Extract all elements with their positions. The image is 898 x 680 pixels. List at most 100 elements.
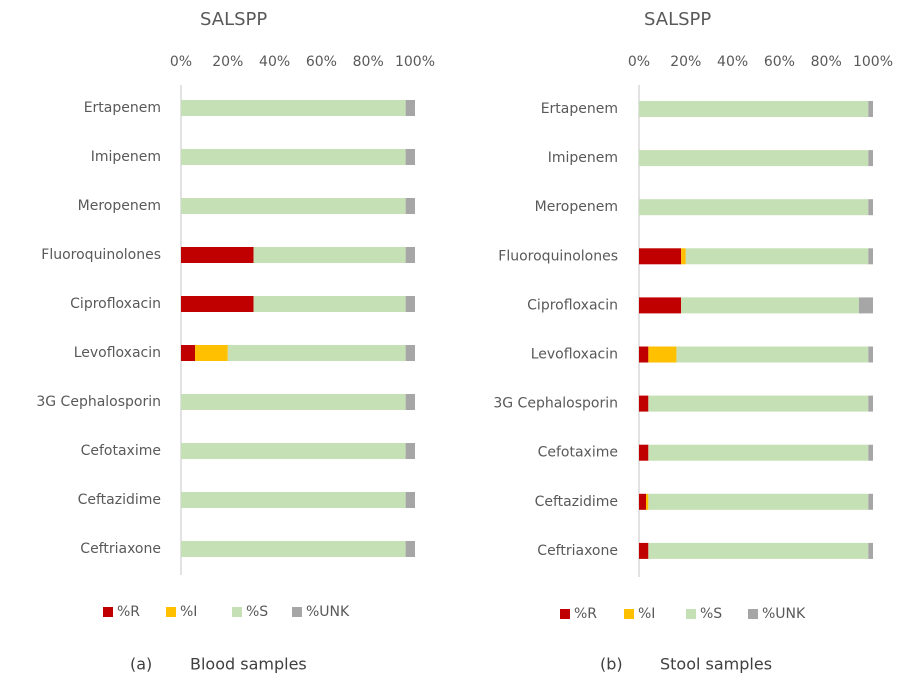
x-tick-label: 40% <box>717 54 748 70</box>
legend-label: %S <box>700 606 722 622</box>
category-label: Meropenem <box>78 198 161 214</box>
x-tick-label: 0% <box>170 54 192 70</box>
category-label: Fluoroquinolones <box>498 248 618 264</box>
bar-segment <box>868 199 873 216</box>
legend-label: %R <box>574 606 597 622</box>
bar-segment <box>181 443 406 459</box>
category-label: Cefotaxime <box>538 445 618 461</box>
bar-segment <box>639 199 869 216</box>
category-label: Ceftriaxone <box>80 541 161 557</box>
category-label: Imipenem <box>548 150 618 166</box>
category-label: Ceftriaxone <box>537 543 618 559</box>
legend-label: %UNK <box>306 604 350 620</box>
bar-segment <box>639 542 649 559</box>
category-label: Cefotaxime <box>81 443 161 459</box>
x-tick-label: 40% <box>259 54 290 70</box>
bar-segment <box>181 394 406 410</box>
bar-segment <box>405 149 415 165</box>
legend-label: %I <box>180 604 197 620</box>
legend-swatch <box>232 607 242 617</box>
x-tick-label: 80% <box>811 54 842 70</box>
legend-swatch <box>103 607 113 617</box>
chart-title: SALSPP <box>200 9 267 30</box>
bar-segment <box>868 542 873 559</box>
bar-segment <box>681 297 859 314</box>
bar-segment <box>639 101 869 117</box>
category-label: Levofloxacin <box>74 345 161 361</box>
bar-segment <box>648 346 677 363</box>
bar-segment <box>181 296 254 312</box>
caption-label: (a) <box>130 655 152 674</box>
x-tick-label: 100% <box>395 54 435 70</box>
legend-label: %UNK <box>762 606 806 622</box>
legend-swatch <box>560 609 570 619</box>
legend-label: %S <box>246 604 268 620</box>
bar-segment <box>181 541 406 557</box>
category-label: Ciprofloxacin <box>70 296 161 312</box>
legend-label: %R <box>117 604 140 620</box>
category-label: Ertapenem <box>541 101 618 117</box>
x-tick-label: 0% <box>628 54 650 70</box>
bar-segment <box>868 444 873 461</box>
category-label: 3G Cephalosporin <box>493 396 618 412</box>
bar-segment <box>639 493 647 510</box>
x-tick-label: 100% <box>853 54 893 70</box>
category-label: Meropenem <box>535 199 618 215</box>
bar-segment <box>181 100 406 116</box>
bar-segment <box>868 395 873 412</box>
category-label: Levofloxacin <box>531 347 618 363</box>
caption: Blood samples <box>190 655 307 674</box>
category-label: Ertapenem <box>84 100 161 116</box>
bar-segment <box>639 297 682 314</box>
bar-segment <box>181 247 254 263</box>
bar-segment <box>405 198 415 214</box>
bar-segment <box>648 395 869 412</box>
bar-segment <box>639 444 649 461</box>
bar-segment <box>868 150 873 167</box>
bar-segment <box>253 247 406 263</box>
category-label: Imipenem <box>91 149 161 165</box>
bar-segment <box>639 248 682 265</box>
category-label: 3G Cephalosporin <box>36 394 161 410</box>
bar-segment <box>195 345 228 361</box>
bar-segment <box>639 346 649 363</box>
x-tick-label: 60% <box>764 54 795 70</box>
chart-title: SALSPP <box>644 9 711 30</box>
bar-segment <box>181 345 196 361</box>
legend-label: %I <box>638 606 655 622</box>
x-tick-label: 60% <box>306 54 337 70</box>
bar-segment <box>405 443 415 459</box>
caption: Stool samples <box>660 655 772 674</box>
bar-segment <box>685 248 869 265</box>
legend-swatch <box>624 609 634 619</box>
bar-segment <box>648 542 869 559</box>
legend-swatch <box>166 607 176 617</box>
bar-segment <box>405 541 415 557</box>
category-label: Ceftazidime <box>535 494 618 510</box>
bar-segment <box>648 493 869 510</box>
bar-segment <box>253 296 406 312</box>
bar-segment <box>676 346 869 363</box>
bar-segment <box>181 492 406 508</box>
x-tick-label: 20% <box>212 54 243 70</box>
bar-segment <box>681 248 686 265</box>
legend-swatch <box>748 609 758 619</box>
caption-label: (b) <box>600 655 623 674</box>
bar-segment <box>648 444 869 461</box>
bar-segment <box>405 394 415 410</box>
bar-segment <box>868 248 873 265</box>
bar-segment <box>868 101 873 117</box>
bar-segment <box>181 149 406 165</box>
legend-swatch <box>686 609 696 619</box>
category-label: Fluoroquinolones <box>41 247 161 263</box>
bar-segment <box>646 493 649 510</box>
bar-segment <box>405 100 415 116</box>
x-tick-label: 80% <box>353 54 384 70</box>
bar-segment <box>181 198 406 214</box>
bar-segment <box>868 493 873 510</box>
bar-segment <box>639 395 649 412</box>
category-label: Ceftazidime <box>78 492 161 508</box>
bar-segment <box>227 345 406 361</box>
